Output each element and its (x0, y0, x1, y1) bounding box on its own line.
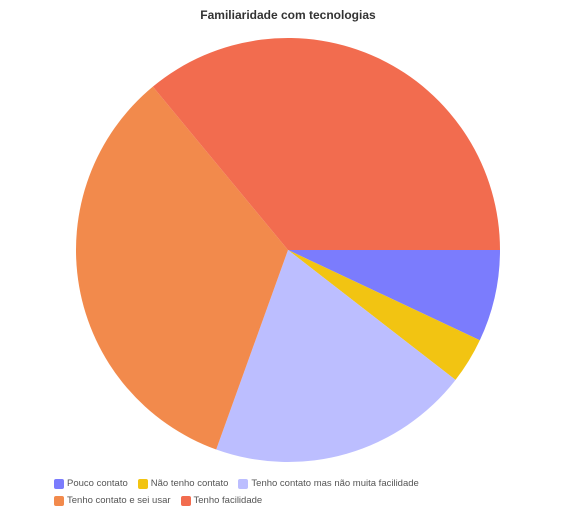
legend-item-1[interactable]: Pouco contato (54, 477, 128, 491)
legend-swatch (137, 479, 148, 489)
legend-swatch (180, 496, 191, 506)
pie-slice-2 (288, 250, 480, 380)
legend-swatch (54, 479, 64, 489)
legend-item-5[interactable]: Tenho facilidade (180, 494, 263, 508)
legend-item-3[interactable]: Tenho contato mas não muita facilidade (238, 477, 419, 491)
pie-slice-4 (75, 86, 289, 450)
legend-swatch (54, 496, 64, 506)
legend-label: Pouco contato (67, 478, 128, 489)
legend: Pouco contato Não tenho contato Tenho cont… (54, 477, 554, 511)
legend-label: Tenho facilidade (193, 495, 263, 506)
legend-item-4[interactable]: Tenho contato e sei usar (54, 494, 171, 508)
pie-chart (75, 37, 500, 463)
legend-item-2[interactable]: Não tenho contato (137, 477, 229, 491)
legend-swatch (238, 479, 249, 489)
pie-slice-5 (152, 37, 500, 251)
legend-label: Não tenho contato (150, 478, 229, 489)
legend-label: Tenho contato mas não muita facilidade (251, 478, 419, 489)
pie-slice-1 (288, 250, 500, 341)
chart-title: Familiaridade com tecnologias (200, 8, 376, 22)
legend-label: Tenho contato e sei usar (67, 495, 171, 506)
pie-slice-3 (216, 250, 456, 463)
